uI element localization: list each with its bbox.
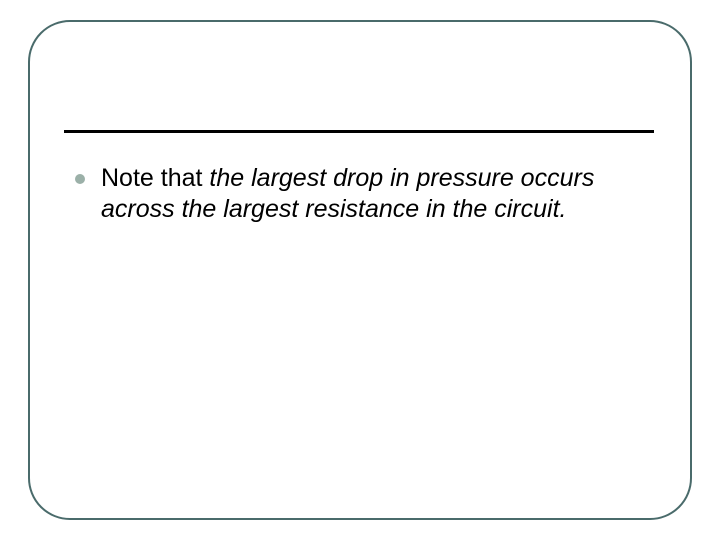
- bullet-lead: Note that: [101, 164, 209, 192]
- content-area: Note that the largest drop in pressure o…: [75, 163, 645, 226]
- bullet-dot-icon: [75, 174, 85, 184]
- title-underline: [64, 130, 654, 133]
- bullet-text: Note that the largest drop in pressure o…: [101, 163, 645, 226]
- slide-frame: [28, 20, 692, 520]
- bullet-item: Note that the largest drop in pressure o…: [75, 163, 645, 226]
